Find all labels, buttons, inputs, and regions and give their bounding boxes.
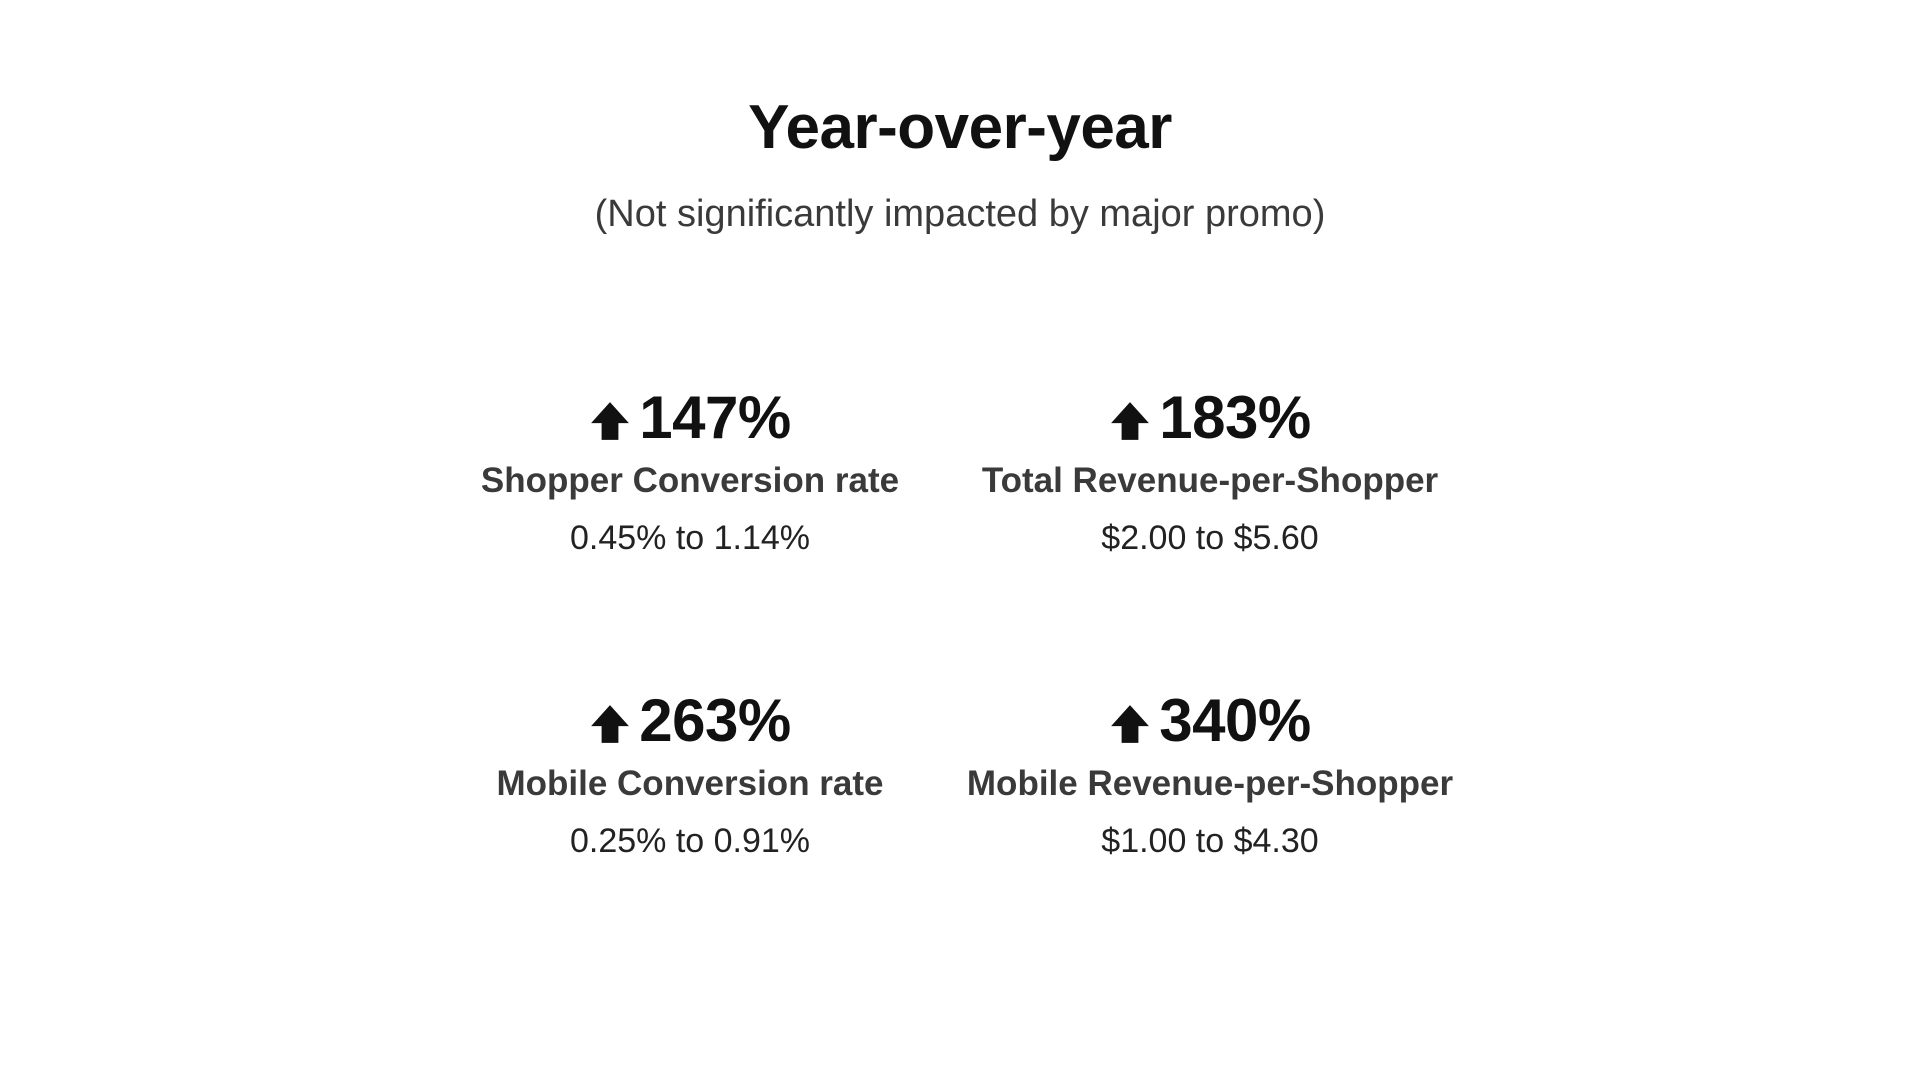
stat-value: 263% [639, 687, 791, 754]
page-subtitle: (Not significantly impacted by major pro… [594, 193, 1326, 235]
stat-label: Mobile Revenue-per-Shopper [966, 764, 1454, 803]
stat-range: $2.00 to $5.60 [1101, 519, 1319, 557]
stat-label: Shopper Conversion rate [480, 461, 900, 500]
stat-shopper-conversion: 147% Shopper Conversion rate 0.45% to 1.… [430, 383, 950, 559]
stat-value-row: 263% [430, 686, 950, 756]
arrow-up-icon [591, 402, 630, 440]
arrow-up-icon [1111, 402, 1150, 440]
stat-value-row: 183% [950, 383, 1470, 453]
arrow-up-icon [1111, 705, 1150, 743]
stat-range: 0.45% to 1.14% [569, 519, 811, 557]
page-title: Year-over-year [748, 93, 1172, 162]
stat-value-row: 340% [950, 686, 1470, 756]
arrow-up-icon [591, 705, 630, 743]
stat-value: 183% [1159, 384, 1311, 451]
stat-mobile-conversion: 263% Mobile Conversion rate 0.25% to 0.9… [430, 686, 950, 862]
stat-value: 147% [639, 384, 791, 451]
stat-range: $1.00 to $4.30 [1101, 822, 1319, 860]
stat-mobile-revenue-per-shopper: 340% Mobile Revenue-per-Shopper $1.00 to… [950, 686, 1470, 862]
stat-value-row: 147% [430, 383, 950, 453]
stat-total-revenue-per-shopper: 183% Total Revenue-per-Shopper $2.00 to … [950, 383, 1470, 559]
stat-label: Total Revenue-per-Shopper [981, 461, 1439, 500]
stat-value: 340% [1159, 687, 1311, 754]
stat-range: 0.25% to 0.91% [569, 822, 811, 860]
stat-label: Mobile Conversion rate [496, 764, 884, 803]
